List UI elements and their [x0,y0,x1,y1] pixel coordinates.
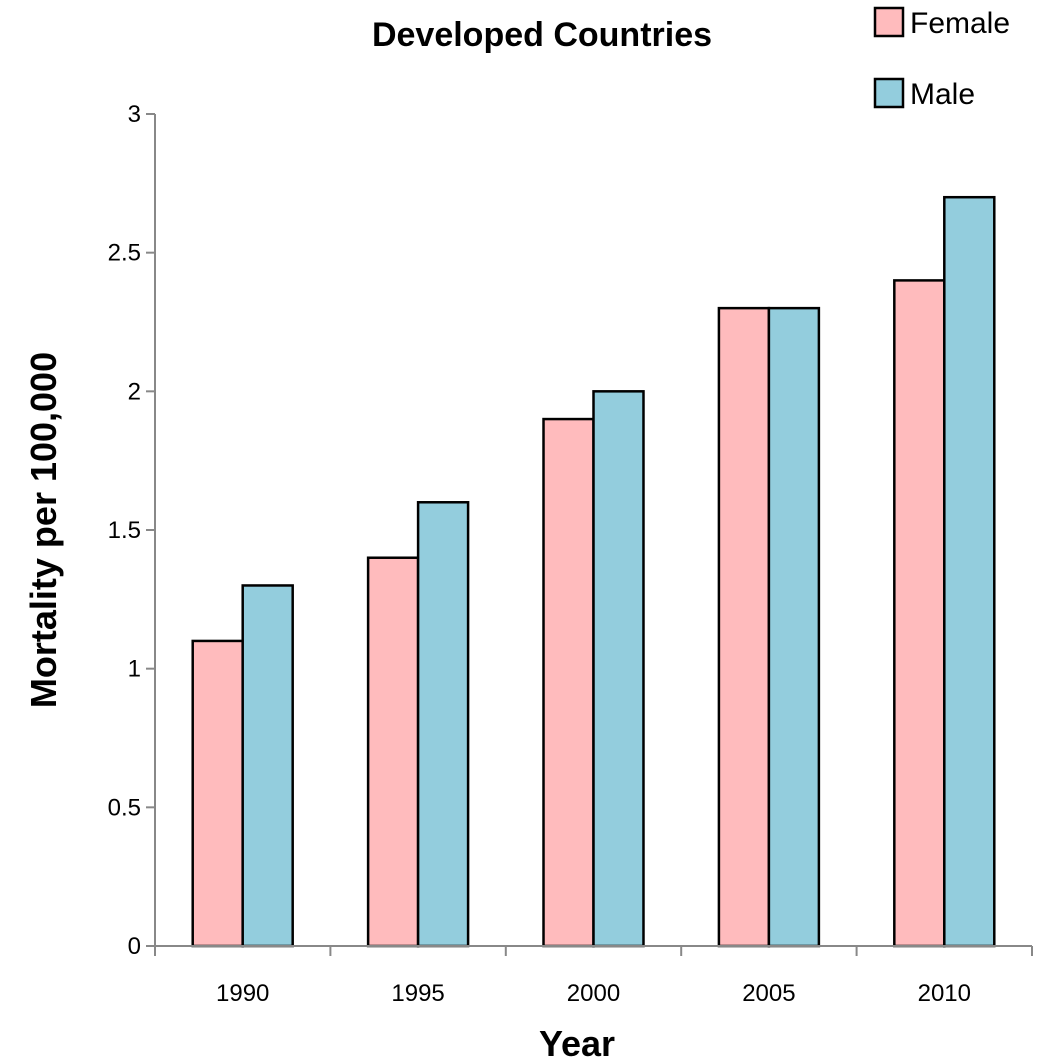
y-tick-label: 1 [128,656,141,683]
x-tick-label: 2005 [742,980,795,1007]
x-axis-title: Year [539,1023,615,1063]
x-tick-label: 1995 [391,980,444,1007]
bar-female-1995 [366,556,420,948]
bar-female-2005 [717,306,771,948]
y-tick-label: 3 [128,101,141,128]
y-tick-label: 2 [128,378,141,405]
y-axis-title: Mortality per 100,000 [23,352,64,708]
y-tick-label: 0.5 [108,794,141,821]
bar-female-2010 [893,279,946,948]
x-axis-ticks: 1990 1995 2000 2005 2010 [154,946,1033,1007]
bar-male-2005 [767,306,821,948]
x-tick-label: 2010 [918,980,971,1007]
y-tick-label: 2.5 [108,240,141,267]
x-tick-label: 2000 [567,980,620,1007]
legend-label-female: Female [910,7,1010,40]
legend-swatch-male [873,77,905,109]
y-tick-label: 1.5 [108,517,141,544]
bar-male-1995 [416,501,470,948]
bar-male-2010 [943,195,996,948]
legend-swatch-female [873,6,905,38]
bar-female-1990 [191,639,244,948]
y-axis-ticks: 0 0.5 1 1.5 2 2.5 3 [108,101,155,960]
x-tick-label: 1990 [216,980,269,1007]
bars [191,195,996,948]
legend: Female Male [873,6,1010,111]
chart-title: Developed Countries [372,16,712,54]
legend-label-male: Male [910,78,975,111]
bar-female-2000 [542,417,595,948]
bar-male-2000 [592,390,645,948]
y-tick-label: 0 [128,933,141,960]
bar-male-1990 [241,584,294,948]
